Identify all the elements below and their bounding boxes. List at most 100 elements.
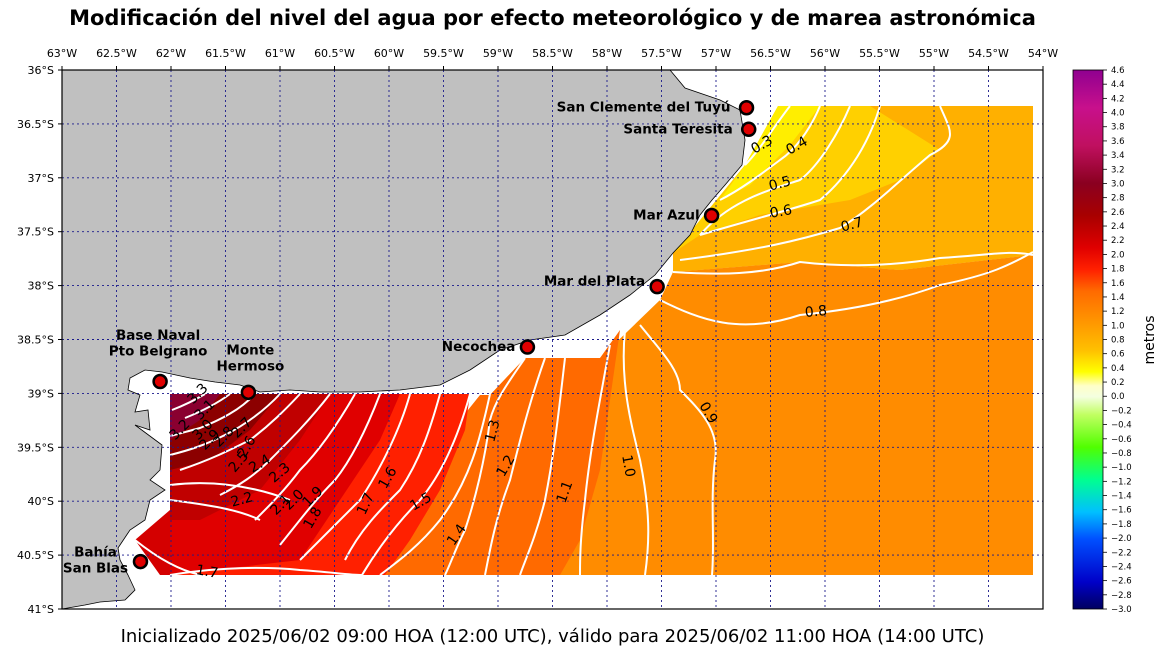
colorbar-tick-label: −2.8 <box>1111 591 1132 601</box>
contour-label: 2.2 <box>229 489 255 510</box>
contour-label: 0.8 <box>804 303 828 321</box>
map-title: Modificación del nivel del agua por efec… <box>69 6 1036 30</box>
colorbar-tick-label: 3.2 <box>1111 165 1125 175</box>
station-label-line: Hermoso <box>217 358 285 374</box>
colorbar-tick-label: 4.2 <box>1111 94 1125 104</box>
lon-tick-label: 63°W <box>47 47 77 60</box>
colorbar-tick-label: 2.4 <box>1111 222 1125 232</box>
lon-tick-label: 61°W <box>265 47 295 60</box>
station-marker[interactable] <box>240 384 257 401</box>
colorbar-tick-label: 3.0 <box>1111 179 1125 189</box>
lat-tick-label: 37.5°S <box>17 226 54 239</box>
colorbar-tick-label: 4.4 <box>1111 80 1125 90</box>
colorbar-tick-label: 3.8 <box>1111 123 1125 133</box>
contour-label: 1.3 <box>482 418 503 444</box>
colorbar-tick-label: −2.0 <box>1111 534 1132 544</box>
colorbar-tick-label: 1.2 <box>1111 307 1125 317</box>
station-label-line: Bahía <box>74 545 117 561</box>
lon-tick-label: 60.5°W <box>314 47 355 60</box>
station-marker[interactable] <box>649 278 665 295</box>
station-marker[interactable] <box>740 121 757 138</box>
contour-label: 1.1 <box>554 479 577 505</box>
contour-label: 1.7 <box>195 562 220 582</box>
lon-tick-label: 60°W <box>374 47 404 60</box>
lon-tick-label: 58.5°W <box>532 47 573 60</box>
contour-label: 0.7 <box>839 214 865 235</box>
field-bright-yellow <box>720 106 820 200</box>
colorbar-tick-label: 2.8 <box>1111 194 1125 204</box>
station-label-line: Santa Teresita <box>623 121 732 137</box>
stations: San Clemente del Tuyú Santa Teresita Mar A… <box>63 99 757 577</box>
colorbar-tick-label: −0.6 <box>1111 435 1132 445</box>
axis-ticks: 63°W 62.5°W 62°W 61.5°W 61°W 60.5°W 60°W 59.5°W… <box>17 47 1058 616</box>
contour-label: 1.0 <box>618 454 638 479</box>
lat-tick-label: 36.5°S <box>17 118 54 131</box>
lat-tick-label: 41°S <box>28 603 54 616</box>
colorbar-tick-label: −2.2 <box>1111 548 1132 558</box>
colorbar-tick-label: 0.8 <box>1111 336 1125 346</box>
contour-label: 0.6 <box>769 202 794 222</box>
contour-lines <box>134 105 1034 576</box>
station-label-line: San Clemente del Tuyú <box>557 100 731 116</box>
colorbar-tick-label: 1.0 <box>1111 321 1125 331</box>
colorbar-tick-label: −1.8 <box>1111 520 1132 530</box>
colorbar-tick-label: 2.6 <box>1111 208 1125 218</box>
station-marker[interactable] <box>132 553 149 570</box>
colorbar-tick-label: −3.0 <box>1111 605 1132 615</box>
lat-tick-label: 40°S <box>28 495 54 508</box>
colorbar-tick-label: 1.4 <box>1111 293 1125 303</box>
graticule <box>62 70 1043 609</box>
lon-tick-label: 59°W <box>483 47 513 60</box>
lat-tick-label: 37°S <box>28 172 54 185</box>
map-subtitle: Inicializado 2025/06/02 09:00 HOA (12:00… <box>120 626 985 647</box>
station-label: Necochea <box>442 339 516 355</box>
lon-tick-label: 55.5°W <box>859 47 900 60</box>
lat-tick-label: 39.5°S <box>17 441 54 454</box>
colorbar: 4.6 4.4 4.2 4.0 3.8 3.6 3.4 3.2 3.0 2.8 2.6 2.4 2.2 2… <box>1072 66 1158 615</box>
colorbar-tick-label: 2.0 <box>1111 250 1125 260</box>
colorbar-tick-label: −1.0 <box>1111 463 1132 473</box>
station-label-line: Base Naval <box>116 328 200 344</box>
station-marker[interactable] <box>519 339 536 355</box>
lon-tick-label: 62°W <box>156 47 186 60</box>
lon-tick-label: 54.5°W <box>968 47 1009 60</box>
station-label: Bahía San Blas <box>63 545 128 577</box>
station-label-line: Monte <box>226 342 274 358</box>
lon-tick-label: 55°W <box>919 47 949 60</box>
lon-tick-label: 58°W <box>592 47 622 60</box>
lat-tick-label: 36°S <box>28 64 54 77</box>
station-label-line: Mar Azul <box>633 208 699 224</box>
lon-tick-label: 62.5°W <box>96 47 137 60</box>
station-label-line: Necochea <box>442 339 516 355</box>
station-marker[interactable] <box>703 207 720 224</box>
colorbar-tick-label: 3.4 <box>1111 151 1125 161</box>
colorbar-gradient <box>1072 69 1104 610</box>
contour-label: 0.5 <box>767 173 793 194</box>
station-marker[interactable] <box>152 373 168 390</box>
colorbar-tick-label: −1.2 <box>1111 477 1132 487</box>
station-label-line: Mar del Plata <box>544 274 645 290</box>
colorbar-tick-label: −0.2 <box>1111 406 1132 416</box>
station-label: Mar del Plata <box>544 274 645 290</box>
colorbar-unit-label: metros <box>1142 315 1158 364</box>
colorbar-tick-label: −1.4 <box>1111 492 1132 502</box>
colorbar-ticks: 4.6 4.4 4.2 4.0 3.8 3.6 3.4 3.2 3.0 2.8 2.6 2.4 2.2 2… <box>1103 66 1132 615</box>
station-label: Santa Teresita <box>623 121 732 137</box>
colorbar-tick-label: −2.4 <box>1111 562 1132 572</box>
station-label: Mar Azul <box>633 208 699 224</box>
colorbar-tick-label: 0.0 <box>1111 392 1125 402</box>
colorbar-tick-label: −1.6 <box>1111 506 1132 516</box>
field-dark-orange <box>380 330 620 575</box>
colorbar-tick-label: −0.4 <box>1111 421 1132 431</box>
lon-tick-label: 57.5°W <box>641 47 682 60</box>
station-marker[interactable] <box>738 99 755 116</box>
lon-tick-label: 56.5°W <box>750 47 791 60</box>
lat-tick-label: 38°S <box>28 280 54 293</box>
colorbar-tick-label: 0.6 <box>1111 350 1125 360</box>
colorbar-tick-label: 4.6 <box>1111 66 1125 76</box>
lat-tick-label: 39°S <box>28 387 54 400</box>
colorbar-tick-label: 4.0 <box>1111 109 1125 119</box>
colorbar-tick-label: 1.8 <box>1111 265 1125 275</box>
colorbar-tick-label: 3.6 <box>1111 137 1125 147</box>
